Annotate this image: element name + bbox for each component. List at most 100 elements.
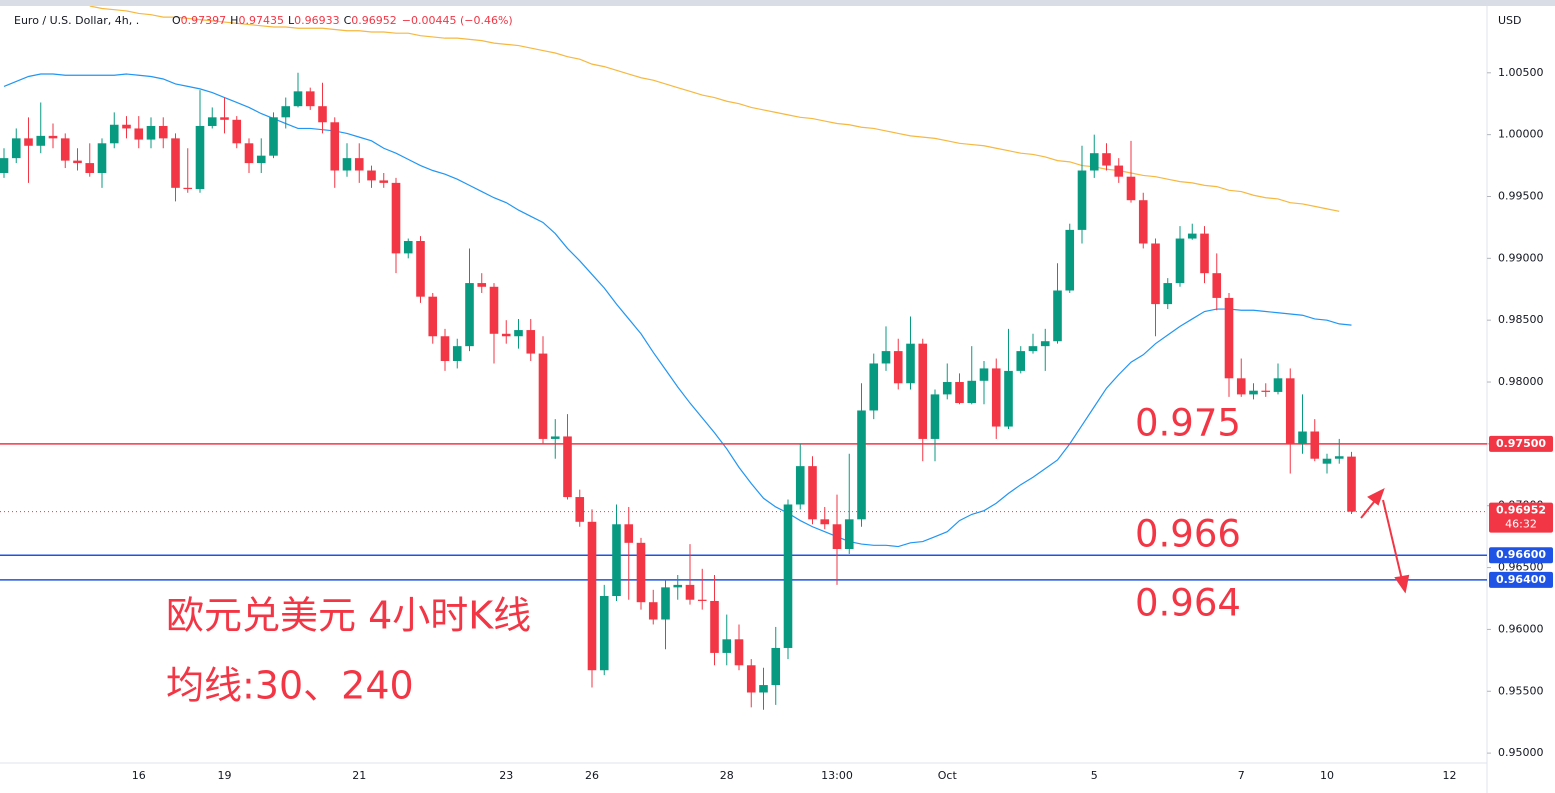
arrowhead	[1367, 487, 1385, 506]
candle-body	[1175, 238, 1185, 284]
candle-body	[844, 519, 854, 550]
candle-body	[1163, 283, 1173, 305]
candle-body	[24, 138, 33, 146]
level-label: 0.97500	[1496, 437, 1546, 450]
candle-body	[501, 333, 511, 337]
candle-body	[612, 524, 621, 597]
y-tick-label: 0.98000	[1498, 375, 1544, 388]
candle-body	[1102, 153, 1111, 166]
candle-body	[808, 466, 817, 520]
candle-body	[526, 330, 536, 354]
candle-body	[575, 497, 585, 522]
candle-body	[0, 158, 9, 173]
candle-body	[893, 351, 903, 384]
candle-body	[722, 639, 732, 653]
candle-body	[1077, 170, 1087, 230]
ohlc-label: L	[288, 14, 295, 27]
candle-body	[452, 346, 462, 361]
ohlc-label: C	[344, 14, 352, 27]
candle-body	[648, 602, 658, 620]
candle-body	[942, 382, 952, 395]
level-label: 0.96600	[1496, 548, 1546, 561]
y-tick-label: 0.95000	[1498, 746, 1544, 759]
candle-body	[391, 182, 401, 254]
candle-body	[256, 155, 266, 164]
candle-body	[783, 504, 793, 648]
ohlc-value: 0.97397	[181, 14, 227, 27]
note: 欧元兑美元 4小时K线	[166, 594, 531, 638]
last-price-box	[1489, 502, 1553, 533]
candle-body	[979, 368, 989, 381]
ohlc-label: O	[172, 14, 181, 27]
candle-body	[550, 436, 560, 439]
candle-body	[305, 91, 315, 107]
candle-body	[232, 119, 242, 144]
x-tick-label: 21	[352, 769, 366, 782]
ohlc-value: 0.96933	[294, 14, 340, 27]
candle-body	[134, 128, 144, 140]
candle-body	[514, 330, 523, 337]
candle-body	[1249, 390, 1258, 395]
candle-body	[771, 647, 781, 686]
x-tick-label: 23	[499, 769, 513, 782]
last-price-label: 0.96952	[1496, 504, 1546, 517]
candle-body	[795, 466, 805, 505]
candle-body	[73, 160, 82, 164]
candle-body	[1053, 290, 1062, 342]
candle-body	[269, 117, 278, 156]
candle-body	[832, 524, 842, 550]
candle-body	[967, 380, 977, 404]
candle-body	[477, 283, 487, 287]
candle-body	[465, 283, 474, 347]
candle-body	[416, 241, 425, 297]
candle-body	[1347, 456, 1356, 512]
note: 均线:30、240	[166, 664, 414, 708]
candle-body	[195, 125, 205, 190]
candle-body	[330, 122, 340, 171]
y-tick-label: 0.96500	[1498, 561, 1544, 574]
candle-body	[1200, 233, 1209, 274]
x-tick-label: 19	[218, 769, 232, 782]
header: Euro / U.S. Dollar, 4h, . O0.97397 H0.9743…	[14, 14, 513, 27]
arrow	[1382, 499, 1403, 581]
candle-body	[146, 125, 156, 140]
ohlc-value: 0.97435	[238, 14, 284, 27]
candle-body	[1004, 370, 1013, 427]
x-tick-label: 5	[1091, 769, 1098, 782]
candle-body	[1224, 297, 1234, 379]
candle-body	[1261, 390, 1271, 392]
candle-body	[403, 241, 413, 254]
y-tick-label: 0.98500	[1498, 313, 1544, 326]
countdown: 46:32	[1505, 518, 1537, 531]
candle-body	[1298, 431, 1307, 444]
x-tick-label: 28	[720, 769, 734, 782]
x-tick-label: Oct	[938, 769, 958, 782]
candle-body	[11, 138, 21, 159]
candle-body	[697, 599, 707, 601]
candle-body	[710, 600, 719, 653]
currency: USD	[1498, 14, 1522, 27]
candle-body	[97, 143, 107, 173]
candle-body	[746, 665, 756, 693]
candle-body	[428, 296, 438, 337]
candle-body	[906, 343, 915, 384]
candle-body	[36, 135, 46, 146]
candle-body	[991, 368, 1001, 427]
candle-body	[293, 91, 303, 107]
candle-body	[1114, 165, 1124, 177]
candle-body	[1187, 233, 1197, 239]
arrows	[1360, 487, 1410, 594]
candle-body	[318, 106, 327, 123]
candle-body	[587, 521, 597, 671]
candle-body	[857, 410, 866, 520]
change: −0.00445 (−0.46%)	[402, 14, 513, 27]
candle-body	[48, 135, 58, 139]
candle-body	[1065, 229, 1075, 291]
candle-body	[673, 584, 683, 588]
candle-body	[60, 138, 70, 161]
candle-body	[440, 336, 450, 361]
level-label-box	[1489, 435, 1553, 452]
candle-body	[379, 180, 389, 183]
